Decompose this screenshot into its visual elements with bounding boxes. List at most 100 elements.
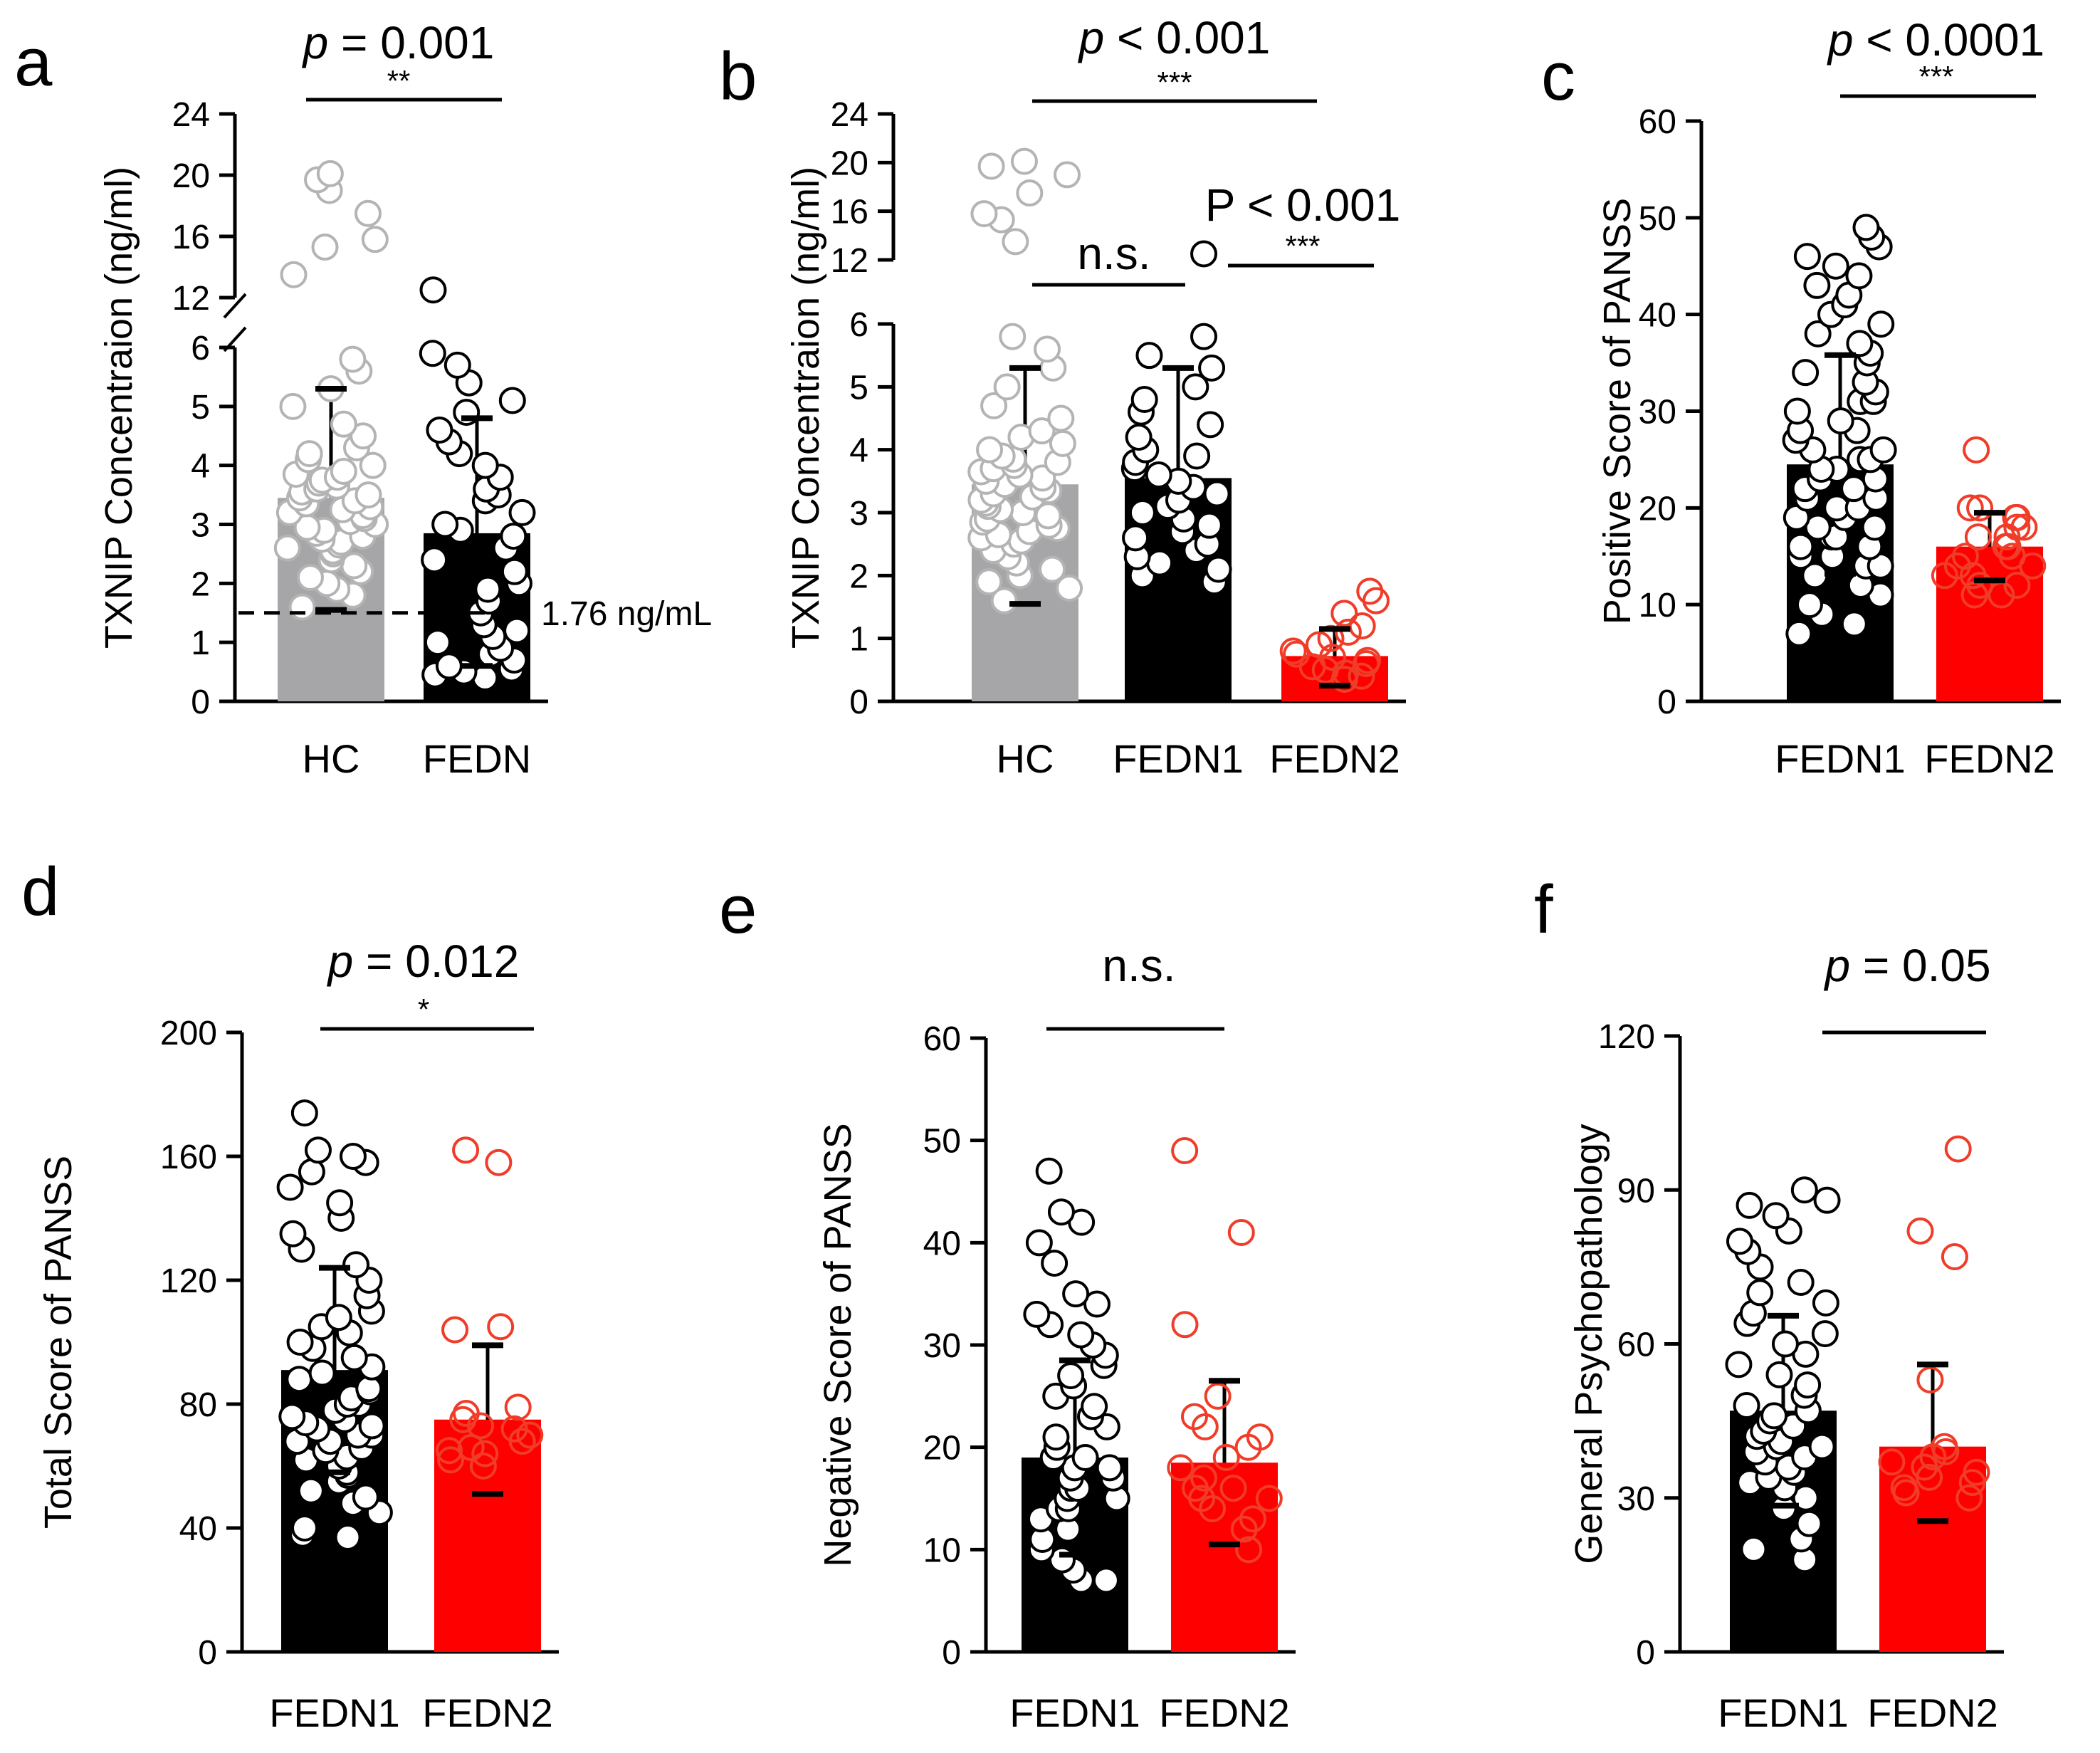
data-point bbox=[1725, 1351, 1753, 1378]
data-point bbox=[1963, 436, 1990, 464]
data-point bbox=[1760, 1402, 1788, 1430]
chart-panel-c: c Positive Score of PANSS 0 10 20 30 40 50 60 FED… bbox=[1541, 14, 2061, 781]
data-point bbox=[504, 1393, 532, 1421]
data-point bbox=[1356, 577, 1384, 605]
y-tick-label: 1 bbox=[849, 621, 868, 659]
data-point bbox=[1812, 1289, 1839, 1317]
x-category-label: FEDN2 bbox=[422, 1690, 553, 1735]
panel-letter: c bbox=[1541, 38, 1575, 115]
data-point bbox=[1795, 1509, 1823, 1537]
data-point bbox=[1787, 533, 1815, 560]
p-italic: p bbox=[302, 17, 329, 68]
data-point bbox=[1813, 1186, 1841, 1214]
data-point bbox=[359, 451, 387, 479]
data-point bbox=[1956, 494, 1984, 522]
axis-break-mark bbox=[223, 293, 247, 319]
data-point bbox=[1330, 600, 1358, 627]
p-value-label: n.s. bbox=[1102, 940, 1175, 991]
y-tick-label: 10 bbox=[923, 1532, 961, 1569]
y-tick-label: 5 bbox=[191, 389, 210, 427]
y-tick-label: 60 bbox=[1617, 1326, 1655, 1364]
data-point bbox=[1122, 524, 1150, 552]
p-rest: n.s. bbox=[1102, 940, 1175, 991]
data-point bbox=[419, 276, 447, 304]
data-point bbox=[1167, 1454, 1195, 1482]
data-point bbox=[976, 436, 1004, 464]
data-point bbox=[350, 422, 377, 450]
data-point bbox=[500, 558, 528, 585]
data-point bbox=[1246, 1423, 1274, 1451]
data-point bbox=[1808, 1433, 1836, 1460]
data-point bbox=[2003, 513, 2031, 541]
data-point bbox=[452, 1136, 480, 1164]
x-category-label: FEDN2 bbox=[1867, 1690, 1998, 1735]
data-point bbox=[1071, 1444, 1099, 1472]
data-point bbox=[1067, 1321, 1095, 1349]
data-point bbox=[1736, 1191, 1763, 1219]
data-point bbox=[1794, 1371, 1822, 1399]
data-point bbox=[1062, 1280, 1090, 1308]
data-point bbox=[2003, 572, 2031, 599]
data-point bbox=[508, 498, 536, 526]
data-point bbox=[1803, 271, 1831, 299]
data-point bbox=[1002, 228, 1029, 256]
data-point bbox=[1964, 523, 1992, 551]
data-point bbox=[1047, 404, 1075, 432]
data-point bbox=[1128, 499, 1156, 526]
data-point bbox=[471, 1440, 499, 1467]
y-tick-label: 0 bbox=[849, 684, 868, 721]
p-value-label: p < 0.001 bbox=[1078, 12, 1271, 63]
y-tick-label: 3 bbox=[849, 495, 868, 533]
data-point bbox=[1171, 1137, 1199, 1165]
data-point bbox=[503, 617, 531, 644]
data-point bbox=[1869, 436, 1897, 464]
x-category-label: FEDN1 bbox=[1009, 1690, 1140, 1735]
data-point bbox=[1783, 397, 1811, 425]
data-point bbox=[1840, 610, 1868, 638]
data-point bbox=[358, 1412, 386, 1440]
data-point bbox=[1010, 147, 1038, 175]
y-axis-label: Negative Score of PANSS bbox=[817, 1123, 859, 1566]
data-point bbox=[334, 1524, 362, 1551]
y-axis-label: TXNIP Concentraion (ng/ml) bbox=[98, 167, 140, 649]
y-tick-label: 20 bbox=[1639, 490, 1676, 528]
data-point bbox=[361, 226, 389, 253]
data-point bbox=[1023, 1300, 1051, 1328]
y-tick-label: 6 bbox=[849, 306, 868, 344]
data-point bbox=[1190, 323, 1218, 350]
y-tick-label: 40 bbox=[923, 1225, 961, 1262]
data-point bbox=[326, 1189, 354, 1217]
data-point bbox=[1195, 511, 1223, 539]
data-point bbox=[516, 1421, 544, 1449]
p-value-label: p = 0.012 bbox=[327, 936, 520, 987]
y-tick-label: 10 bbox=[1639, 587, 1676, 624]
x-category-label: FEDN2 bbox=[1159, 1690, 1290, 1735]
data-point bbox=[1795, 591, 1823, 619]
data-point bbox=[1845, 262, 1873, 290]
y-tick-label: 24 bbox=[172, 96, 210, 134]
y-tick-label: 6 bbox=[191, 330, 210, 367]
y-axis-label: General Psychopathology bbox=[1568, 1124, 1610, 1564]
bar-FEDN2 bbox=[434, 1419, 541, 1652]
p-rest: < 0.001 bbox=[1104, 12, 1270, 63]
data-point bbox=[1861, 513, 1889, 541]
significance-stars: * bbox=[418, 993, 429, 1026]
y-tick-label: 12 bbox=[831, 242, 868, 280]
y-tick-label: 0 bbox=[1636, 1634, 1655, 1672]
data-point bbox=[1822, 252, 1849, 280]
y-tick-label: 30 bbox=[1639, 394, 1676, 431]
data-point bbox=[1771, 1330, 1799, 1358]
y-tick-label: 2 bbox=[849, 558, 868, 595]
p-value-label: p < 0.0001 bbox=[1827, 14, 2044, 66]
data-point bbox=[354, 199, 382, 227]
data-point bbox=[330, 410, 357, 438]
p-italic: p bbox=[1823, 940, 1850, 991]
p-value-label: P < 0.001 bbox=[1205, 179, 1401, 231]
data-point bbox=[1765, 1361, 1793, 1388]
data-point bbox=[1283, 640, 1311, 668]
data-point bbox=[1890, 1474, 1918, 1502]
data-point bbox=[999, 323, 1027, 350]
data-point bbox=[1028, 417, 1056, 445]
